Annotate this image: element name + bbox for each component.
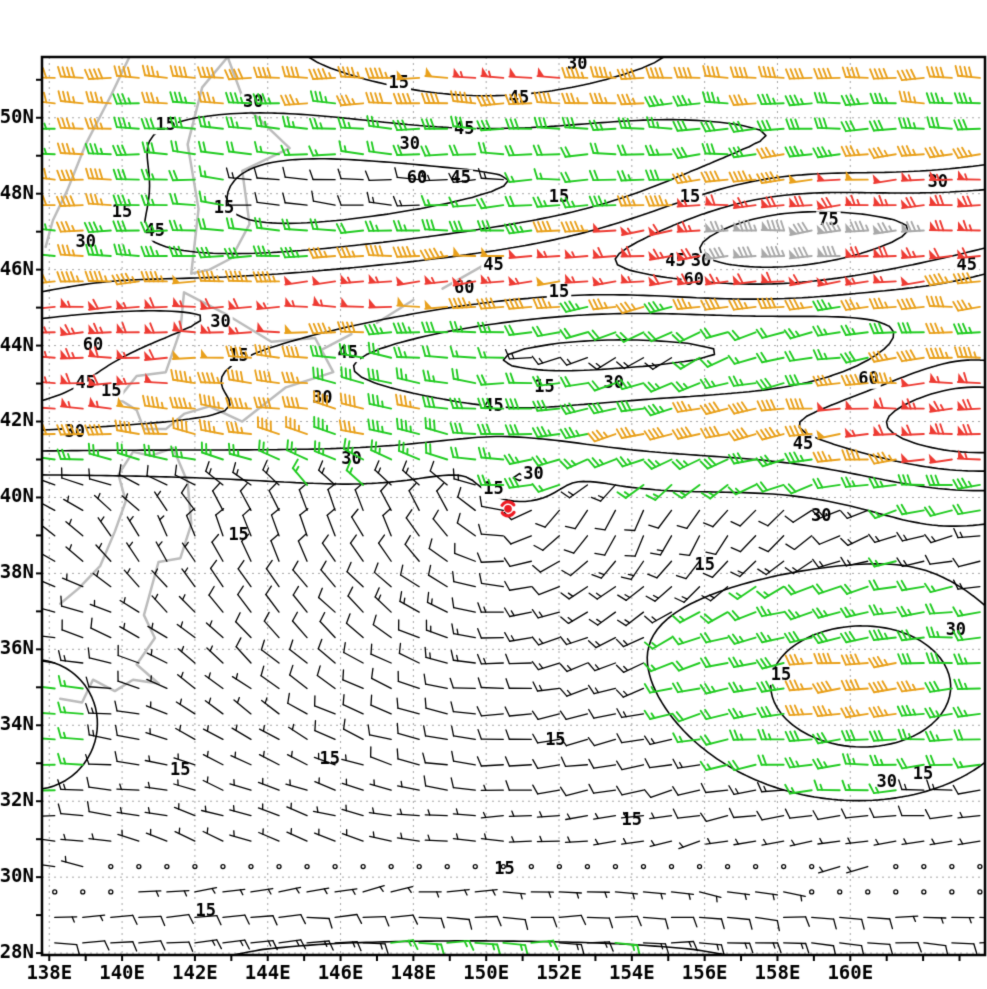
wind-barb-weather-chart: wp042025 MUN 2025 8 Jul 02UTC [0, 0, 987, 989]
wind-barb-map-canvas [0, 0, 987, 989]
